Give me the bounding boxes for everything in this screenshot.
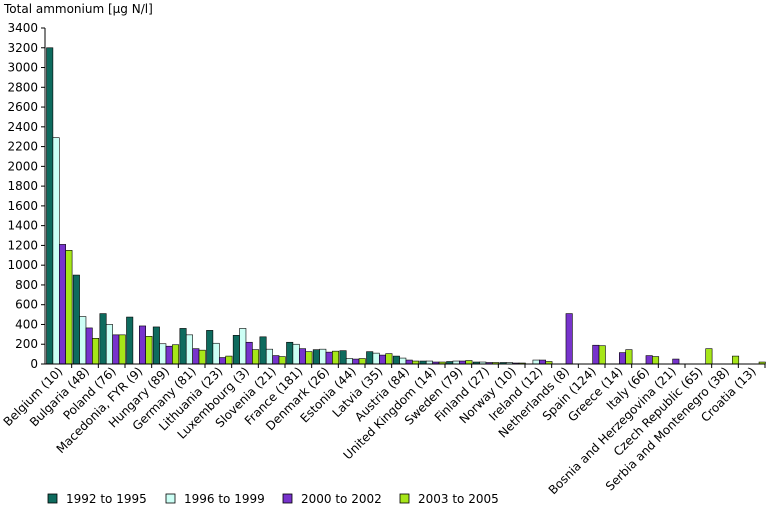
- bar-3-14: [405, 359, 413, 365]
- bar-2-7: [212, 342, 220, 365]
- bar-3-19: [538, 359, 546, 365]
- bar-4-23: [652, 356, 660, 365]
- y-tick-label: 3200: [7, 41, 38, 55]
- y-tick-label: 2400: [7, 120, 38, 134]
- bar-3-21: [592, 344, 600, 365]
- y-tick-label: 2000: [7, 159, 38, 173]
- bar-1-3: [99, 313, 107, 365]
- bar-2-3: [105, 324, 113, 365]
- bar-2-8: [239, 328, 247, 365]
- legend-label-3: 2000 to 2002: [301, 492, 382, 506]
- y-axis: 0 200 400 600 800 1000 1200 1400 1600 1800 2000 220…: [7, 21, 46, 371]
- bar-2-6: [185, 334, 193, 365]
- y-tick-label: 2600: [7, 100, 38, 114]
- bar-4-8: [252, 349, 260, 365]
- y-tick-label: 400: [15, 317, 38, 331]
- bar-3-8: [245, 341, 253, 365]
- legend-label-1: 1992 to 1995: [66, 492, 147, 506]
- bar-4-3: [118, 334, 126, 365]
- y-tick-label: 1600: [7, 199, 38, 213]
- y-tick-label: 1800: [7, 179, 38, 193]
- bar-4-13: [385, 353, 393, 365]
- bar-1-9: [259, 336, 267, 365]
- bar-3-10: [298, 348, 306, 365]
- bar-2-19: [532, 359, 540, 365]
- bar-3-24: [672, 358, 680, 365]
- bar-2-5: [159, 343, 167, 365]
- bar-4-21: [598, 345, 606, 365]
- y-tick-label: 800: [15, 278, 38, 292]
- legend-label-4: 2003 to 2005: [418, 492, 499, 506]
- bar-4-12: [358, 358, 366, 365]
- bar-3-7: [219, 357, 227, 365]
- bar-4-6: [198, 349, 206, 365]
- bar-3-4: [139, 325, 147, 365]
- y-tick-label: 3400: [7, 21, 38, 35]
- bar-4-11: [332, 350, 340, 365]
- bar-2-2: [79, 316, 87, 365]
- bar-3-23: [645, 355, 653, 365]
- bar-2-14: [399, 357, 407, 365]
- legend-swatch-4: [399, 493, 410, 504]
- y-tick-label: 1400: [7, 219, 38, 233]
- bar-1-1: [46, 47, 54, 365]
- bar-4-7: [225, 355, 233, 365]
- bar-2-10: [292, 343, 300, 365]
- legend-swatch-1: [47, 493, 58, 504]
- bar-4-2: [92, 338, 100, 365]
- bar-4-10: [305, 351, 313, 365]
- bar-1-12: [339, 350, 347, 365]
- bar-3-9: [272, 355, 280, 365]
- legend-label-2: 1996 to 1999: [184, 492, 265, 506]
- bar-1-14: [392, 355, 400, 365]
- legend-swatch-3: [282, 493, 293, 504]
- bar-2-11: [319, 348, 327, 365]
- bar-4-25: [705, 348, 713, 365]
- bar-4-26: [732, 355, 740, 365]
- bar-1-13: [366, 351, 374, 365]
- bar-3-5: [165, 345, 173, 365]
- bar-3-11: [325, 351, 333, 365]
- bar-3-13: [378, 354, 386, 365]
- bars: [46, 47, 766, 365]
- legend: 1992 to 1995 1996 to 1999 2000 to 2002 2003…: [47, 492, 499, 506]
- bar-4-22: [625, 349, 633, 365]
- y-tick-label: 600: [15, 298, 38, 312]
- bar-3-2: [85, 327, 93, 365]
- bar-4-16: [465, 360, 473, 365]
- bar-1-2: [72, 274, 80, 365]
- bar-4-5: [172, 344, 180, 365]
- y-tick-label: 1000: [7, 258, 38, 272]
- legend-swatch-2: [165, 493, 176, 504]
- bar-1-6: [179, 328, 187, 365]
- bar-3-20: [565, 313, 573, 365]
- y-tick-label: 0: [30, 357, 38, 371]
- y-tick-label: 2800: [7, 80, 38, 94]
- bar-1-7: [206, 330, 214, 365]
- bar-2-12: [345, 358, 353, 365]
- y-tick-label: 1200: [7, 238, 38, 252]
- y-tick-label: 200: [15, 337, 38, 351]
- bar-1-8: [232, 335, 240, 365]
- bar-3-6: [192, 348, 200, 365]
- bar-4-9: [278, 356, 286, 365]
- x-axis: Belgium (10)Bulgaria (48)Poland (76)Mace…: [1, 363, 766, 497]
- bar-2-13: [372, 352, 380, 365]
- bar-4-4: [145, 336, 153, 365]
- bar-4-1: [65, 250, 73, 365]
- y-tick-label: 2200: [7, 140, 38, 154]
- bar-1-11: [312, 349, 320, 365]
- bar-3-22: [618, 352, 626, 365]
- bar-3-12: [352, 358, 360, 365]
- bar-2-9: [265, 348, 273, 365]
- bar-1-5: [152, 326, 160, 365]
- bar-1-10: [286, 341, 294, 365]
- bar-3-3: [112, 334, 120, 365]
- bar-1-4: [126, 316, 134, 365]
- bar-2-1: [52, 137, 60, 365]
- y-tick-label: 3000: [7, 61, 38, 75]
- y-axis-title: Total ammonium [µg N/l]: [3, 2, 153, 16]
- bar-3-1: [58, 244, 66, 365]
